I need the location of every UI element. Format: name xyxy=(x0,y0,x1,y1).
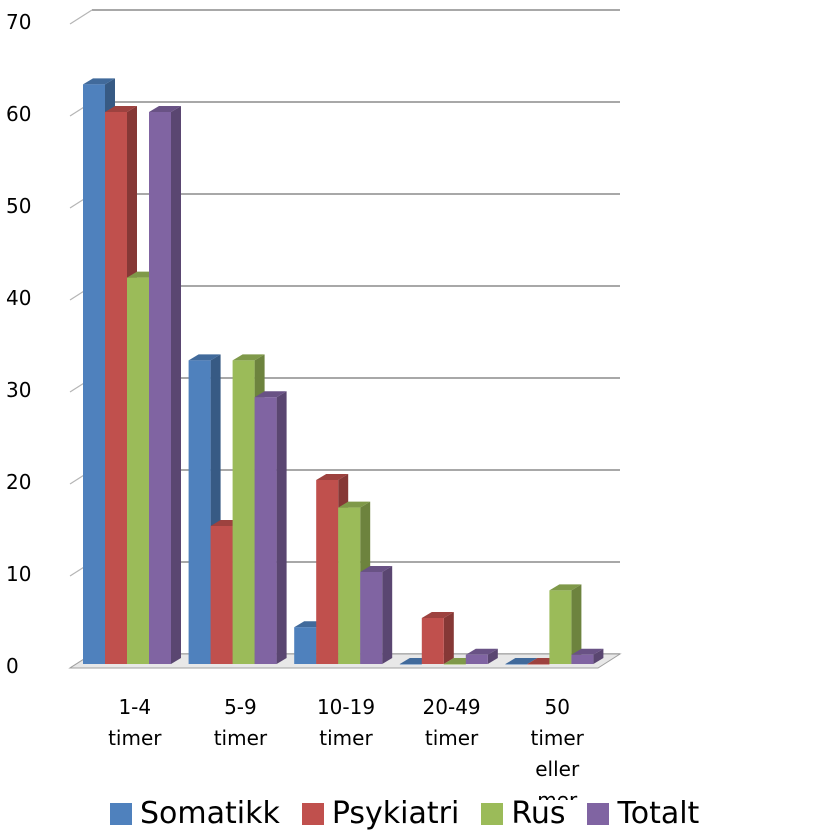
legend-label: Totalt xyxy=(617,796,700,831)
bar-top xyxy=(571,648,604,655)
bar-front xyxy=(505,664,528,665)
bar-side xyxy=(571,584,582,664)
legend-label: Rus xyxy=(511,796,566,831)
bar-side xyxy=(276,391,287,664)
legend-item: Psykiatri xyxy=(301,796,460,831)
bar-front xyxy=(527,664,550,665)
bar-front xyxy=(83,84,105,664)
bar-front xyxy=(338,507,361,664)
legend-label: Psykiatri xyxy=(331,796,460,831)
x-tick-label: 5-9 xyxy=(224,695,257,719)
x-tick-label: 1-4 xyxy=(118,695,151,719)
bar-front xyxy=(105,112,127,664)
bar-side xyxy=(443,612,454,664)
bar xyxy=(505,658,538,665)
legend-swatch xyxy=(110,802,132,825)
bar-top xyxy=(188,354,221,361)
bar xyxy=(149,106,181,664)
bar-front xyxy=(399,664,422,665)
x-tick-label: timer xyxy=(425,726,479,750)
bar xyxy=(571,648,604,664)
legend-label: Somatikk xyxy=(140,796,280,831)
bar-top xyxy=(421,612,454,618)
x-axis-labels: 1-4 timer 5-9 timer 10-19 timer 20-49 timer 50 ti… xyxy=(108,695,585,800)
bar-front xyxy=(294,627,317,664)
bar-top xyxy=(505,658,538,664)
legend-swatch xyxy=(481,802,504,825)
bar-top xyxy=(549,584,582,591)
bar-front xyxy=(254,397,277,664)
x-tick-label: timer xyxy=(214,726,268,750)
x-tick-label: mer xyxy=(537,788,578,800)
y-tick-label: 30 xyxy=(6,378,31,402)
y-tick-label: 10 xyxy=(6,562,31,586)
y-tick-label: 60 xyxy=(6,102,31,126)
bar-side xyxy=(487,648,498,664)
x-tick-label: timer xyxy=(319,726,373,750)
gridline-depth xyxy=(69,9,93,25)
bar-top xyxy=(105,106,137,112)
bar-front xyxy=(232,360,255,664)
legend-item: Rus xyxy=(481,796,565,831)
y-tick-label: 20 xyxy=(6,470,31,494)
bar-front xyxy=(127,277,149,664)
x-tick-label: timer xyxy=(530,726,584,750)
y-tick-label: 40 xyxy=(6,286,31,310)
bar-front xyxy=(549,590,572,664)
bar-front xyxy=(316,480,339,664)
bar-top xyxy=(360,566,393,572)
x-tick-label: 50 xyxy=(544,695,569,719)
x-tick-label: 10-19 xyxy=(317,695,375,719)
bar xyxy=(360,566,393,664)
bar-top xyxy=(338,501,371,508)
bar-front xyxy=(210,526,233,664)
y-axis-labels: 0 10 20 30 40 50 60 70 xyxy=(6,10,31,678)
bar-front xyxy=(149,112,171,664)
bar xyxy=(421,612,454,664)
bar-top xyxy=(83,78,115,85)
bar xyxy=(549,584,582,664)
bar-top xyxy=(232,354,265,361)
bar-front xyxy=(188,360,211,664)
bar-top xyxy=(316,474,349,480)
bars xyxy=(83,78,604,665)
bar-top xyxy=(465,648,498,655)
bar-top xyxy=(149,106,181,112)
bar-chart: 0 10 20 30 40 50 60 70 1-4 timer 5-9 timer 10-19 tim… xyxy=(6,9,622,800)
bar-side xyxy=(593,648,604,664)
legend-item: Totalt xyxy=(587,796,699,831)
legend: Somatikk Psykiatri Rus Totalt xyxy=(110,796,699,831)
bar-side xyxy=(382,566,393,664)
y-tick-label: 0 xyxy=(6,654,19,678)
legend-swatch xyxy=(301,802,324,825)
bar-front xyxy=(443,664,466,665)
bar-front xyxy=(571,654,594,664)
bar-front xyxy=(360,572,383,664)
bar xyxy=(465,648,498,664)
bar xyxy=(254,391,287,664)
legend-swatch xyxy=(587,802,610,825)
y-tick-label: 50 xyxy=(6,194,31,218)
bar-side xyxy=(171,106,181,664)
bar-front xyxy=(465,654,488,664)
bar-top xyxy=(254,391,287,398)
y-tick-label: 70 xyxy=(6,10,31,34)
bar-front xyxy=(421,618,444,664)
x-tick-label: timer xyxy=(108,726,162,750)
legend-item: Somatikk xyxy=(110,796,280,831)
x-tick-label: eller xyxy=(535,757,580,781)
x-tick-label: 20-49 xyxy=(423,695,481,719)
